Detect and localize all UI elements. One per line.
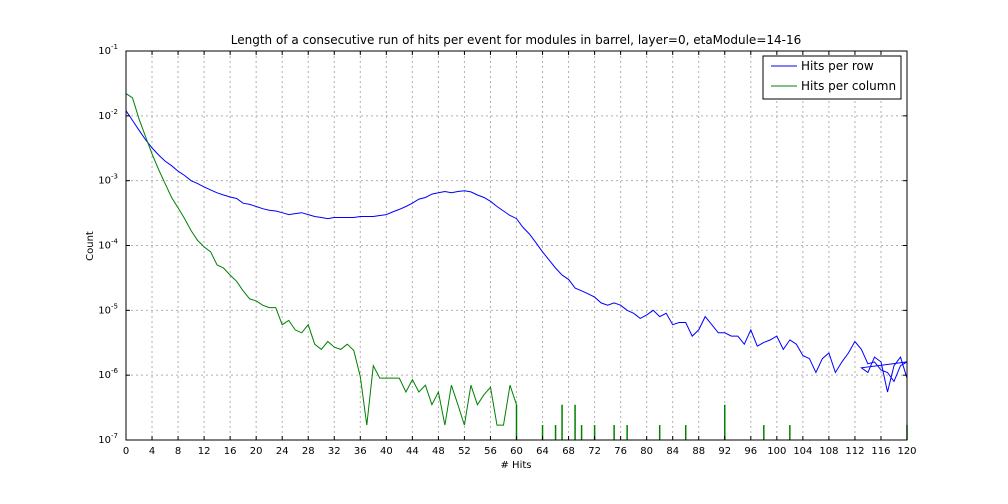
x-tick-label: 24 (276, 446, 289, 457)
series-line-hits-per-row (125, 110, 908, 393)
y-tick-label: 10-7 (98, 432, 118, 446)
x-tick-label: 44 (406, 446, 419, 457)
x-tick-label: 8 (175, 446, 181, 457)
x-tick-label: 108 (819, 446, 838, 457)
x-tick-label: 96 (744, 446, 757, 457)
legend-box (762, 55, 902, 100)
x-tick-label: 92 (718, 446, 731, 457)
x-tick-label: 64 (536, 446, 549, 457)
legend: Hits per row Hits per column (762, 55, 902, 100)
x-tick-label: 40 (380, 446, 393, 457)
x-tick-label: 32 (328, 446, 341, 457)
x-axis-title: # Hits (501, 460, 532, 471)
x-tick-label: 60 (510, 446, 523, 457)
y-tick-label: 10-4 (98, 238, 118, 252)
x-tick-label: 88 (692, 446, 705, 457)
series-line-hits-per-column (125, 93, 517, 426)
x-tick-label: 56 (484, 446, 497, 457)
x-tick-label: 68 (562, 446, 575, 457)
x-tick-label: 112 (845, 446, 864, 457)
legend-label-hits-per-row: Hits per row (801, 59, 874, 73)
x-tick-label: 16 (224, 446, 237, 457)
x-tick-label: 4 (149, 446, 155, 457)
x-tick-label: 104 (793, 446, 812, 457)
legend-label-hits-per-column: Hits per column (801, 79, 896, 93)
x-tick-label: 72 (588, 446, 601, 457)
grid (126, 51, 907, 440)
y-tick-label: 10-6 (98, 367, 118, 381)
x-tick-label: 12 (198, 446, 211, 457)
x-tick-label: 36 (354, 446, 367, 457)
x-tick-label: 0 (123, 446, 129, 457)
series-layer (125, 93, 908, 440)
x-tick-label: 48 (432, 446, 445, 457)
x-tick-label: 28 (302, 446, 315, 457)
y-tick-label: 10-3 (98, 173, 118, 187)
x-tick-label: 52 (458, 446, 471, 457)
y-tick-label: 10-2 (98, 108, 118, 122)
chart-title: Length of a consecutive run of hits per … (231, 33, 802, 47)
x-tick-label: 20 (250, 446, 263, 457)
x-tick-label: 80 (640, 446, 653, 457)
y-tick-label: 10-5 (98, 302, 118, 316)
axis-ticks: 0 4 8 12 16 20 24 28 32 36 40 44 48 52 56 60 64 68 72 76 80 8… (98, 43, 916, 457)
x-tick-label: 100 (767, 446, 786, 457)
y-axis-title: Count (85, 231, 96, 261)
y-tick-label: 10-1 (98, 43, 118, 57)
x-tick-label: 84 (666, 446, 679, 457)
x-tick-label: 76 (614, 446, 627, 457)
x-tick-label: 120 (897, 446, 916, 457)
x-tick-label: 116 (871, 446, 890, 457)
